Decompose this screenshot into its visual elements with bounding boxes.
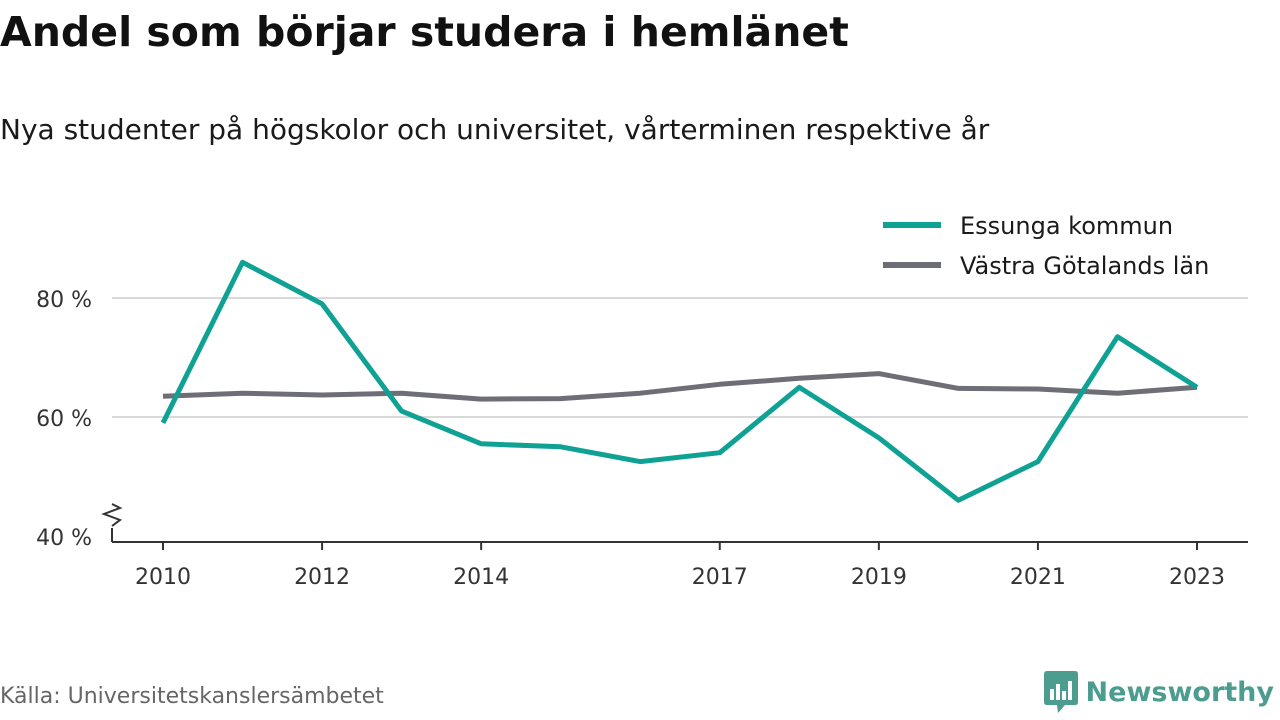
- series-line-2: [162, 371, 1198, 402]
- brand-logo: Newsworthy: [1043, 670, 1274, 714]
- source-note: Källa: Universitetskanslersämbetet: [0, 684, 384, 709]
- brand-name: Newsworthy: [1085, 676, 1274, 708]
- axes: 40 % 60 % 80 % 2010 2012 2014 2017 2019 2021 2023: [36, 288, 1248, 590]
- x-tick-label: 2012: [294, 565, 350, 590]
- chart-title: Andel som börjar studera i hemlänet: [0, 8, 849, 56]
- legend-label-2: Västra Götalands län: [960, 252, 1209, 280]
- y-axis-break-icon: [101, 503, 123, 527]
- newsworthy-logo-icon: [1043, 671, 1078, 713]
- legend-label-1: Essunga kommun: [960, 212, 1173, 240]
- x-tick-label: 2017: [692, 565, 748, 590]
- series-lines: [160, 259, 1199, 503]
- chart-subtitle: Nya studenter på högskolor och universit…: [0, 113, 990, 146]
- y-tick-label: 80 %: [36, 288, 92, 313]
- y-tick-label: 60 %: [36, 407, 92, 432]
- gridlines: [112, 297, 1248, 418]
- x-tick-label: 2021: [1010, 565, 1066, 590]
- x-tick-label: 2010: [135, 565, 191, 590]
- y-tick-label: 40 %: [36, 526, 92, 551]
- x-tick-label: 2019: [851, 565, 907, 590]
- x-tick-label: 2023: [1169, 565, 1225, 590]
- series-line-1: [160, 259, 1199, 503]
- legend: Essunga kommun Västra Götalands län: [883, 212, 1209, 280]
- x-tick-label: 2014: [453, 565, 509, 590]
